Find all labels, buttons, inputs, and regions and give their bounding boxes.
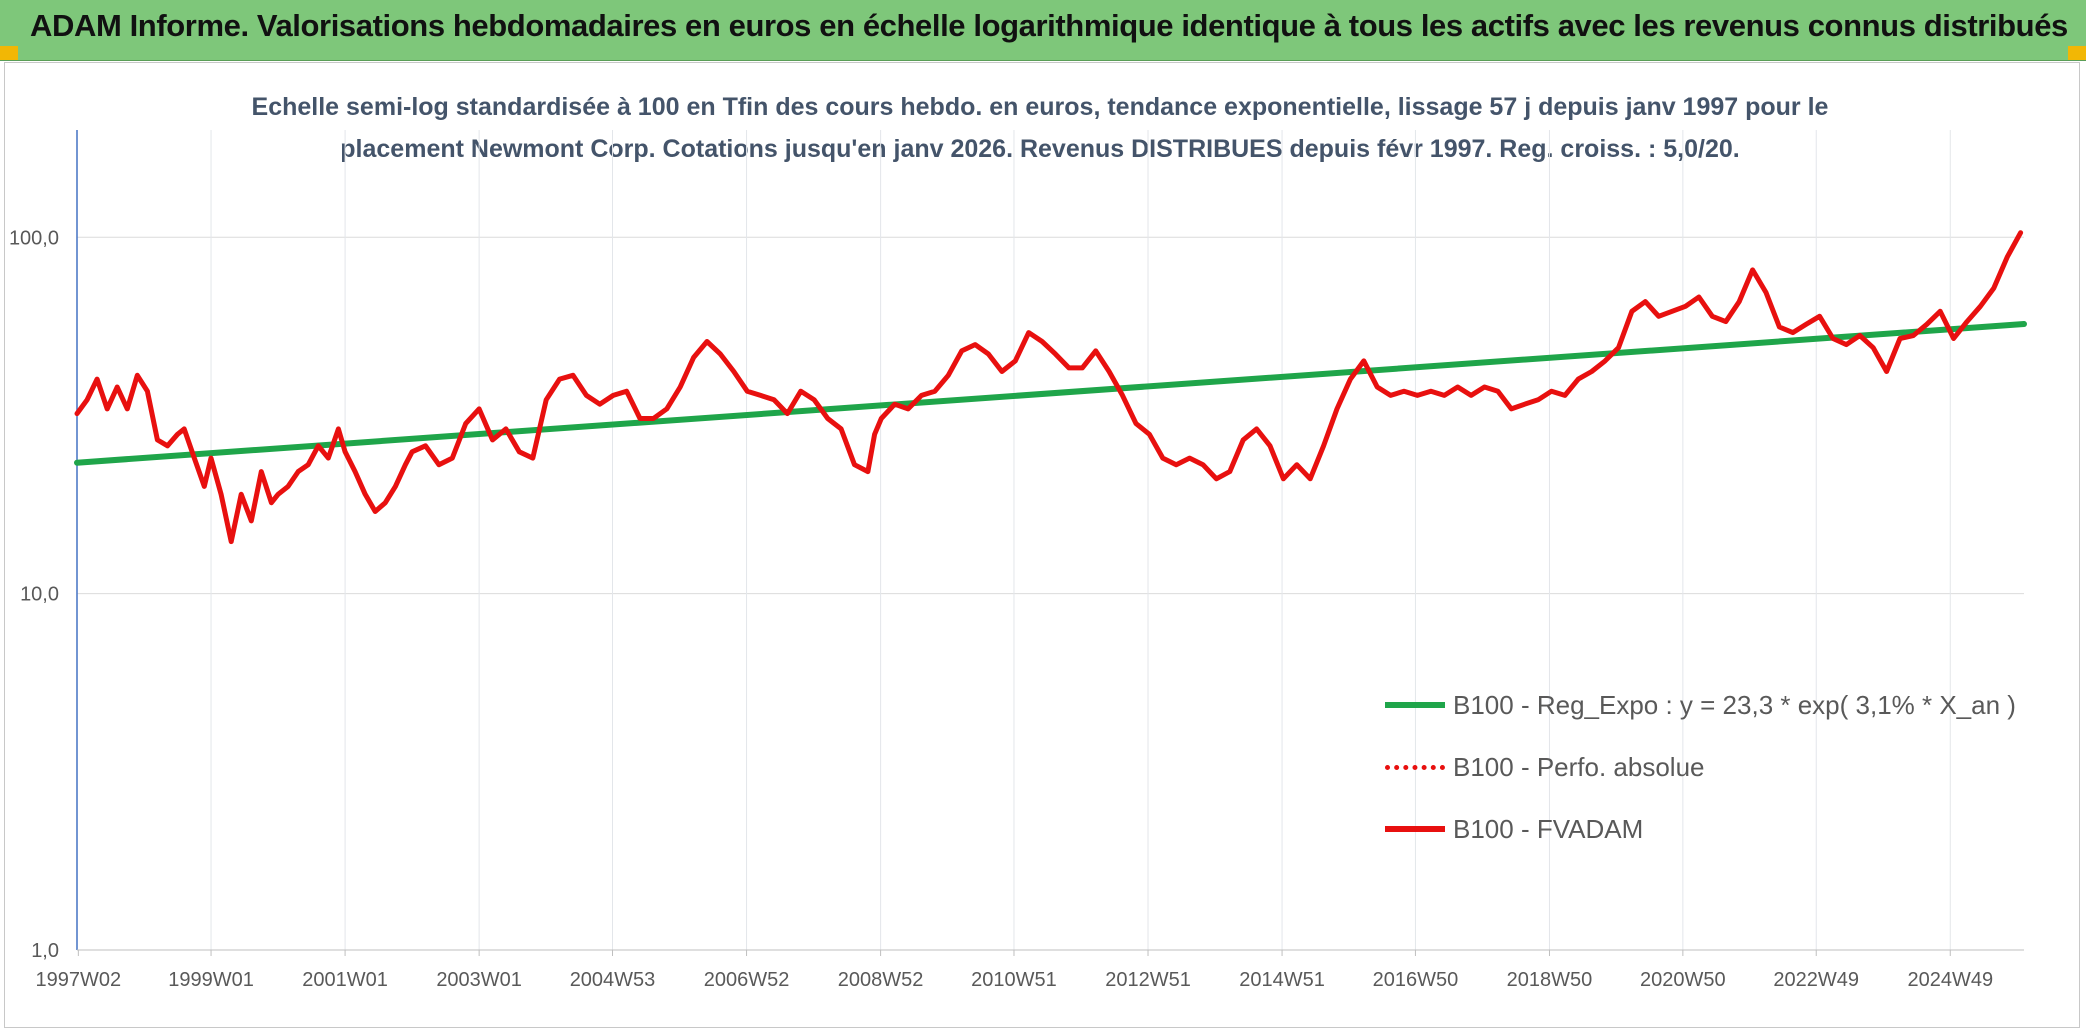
x-tick-label: 2020W50 <box>1640 969 1726 991</box>
x-tick-label: 2018W50 <box>1507 969 1593 991</box>
corner-marker-left <box>0 46 18 60</box>
x-tick-label: 2024W49 <box>1907 969 1993 991</box>
x-tick-label: 2012W51 <box>1105 969 1191 991</box>
chart-subtitle-line-2: placement Newmont Corp. Cotations jusqu'… <box>340 135 1740 163</box>
x-tick-label: 2016W50 <box>1373 969 1459 991</box>
y-tick-label: 1,0 <box>31 940 59 962</box>
legend-swatch-absolute <box>1385 764 1445 770</box>
x-tick-label: 2004W53 <box>570 969 656 991</box>
legend-swatch-fvadam <box>1385 826 1445 832</box>
corner-marker-right <box>2068 46 2086 60</box>
legend-swatch-trend <box>1385 702 1445 708</box>
series-line-trend <box>74 321 2027 466</box>
x-tick-label: 2001W01 <box>302 969 388 991</box>
report-banner: ADAM Informe. Valorisations hebdomadaire… <box>0 0 2086 61</box>
x-tick-label: 2022W49 <box>1773 969 1859 991</box>
legend-label-trend: B100 - Reg_Expo : y = 23,3 * exp( 3,1% *… <box>1453 689 2016 720</box>
chart-subtitle: Echelle semi-log standardisée à 100 en T… <box>240 86 1840 170</box>
x-tick-label: 2010W51 <box>971 969 1057 991</box>
legend-item-trend: B100 - Reg_Expo : y = 23,3 * exp( 3,1% *… <box>1385 685 2016 725</box>
legend-label-absolute: B100 - Perfo. absolue <box>1453 751 1705 782</box>
y-tick-label: 10,0 <box>20 584 59 606</box>
x-tick-label: 2003W01 <box>436 969 522 991</box>
x-tick-label: 2008W52 <box>838 969 924 991</box>
x-tick-label: 2006W52 <box>704 969 790 991</box>
report-title: ADAM Informe. Valorisations hebdomadaire… <box>30 8 2068 43</box>
x-tick-label: 1999W01 <box>168 969 254 991</box>
chart-subtitle-line-1: Echelle semi-log standardisée à 100 en T… <box>251 93 1829 121</box>
chart-frame <box>4 62 2080 1028</box>
x-tick-label: 1997W02 <box>36 969 122 991</box>
chart-legend: B100 - Reg_Expo : y = 23,3 * exp( 3,1% *… <box>1385 685 2025 885</box>
series-line-fvadam <box>74 230 2024 545</box>
y-tick-label: 100,0 <box>9 227 59 249</box>
legend-label-fvadam: B100 - FVADAM <box>1453 813 1644 844</box>
legend-item-absolute: B100 - Perfo. absolue <box>1385 747 1705 787</box>
x-tick-label: 2014W51 <box>1239 969 1325 991</box>
legend-item-fvadam: B100 - FVADAM <box>1385 809 1643 849</box>
